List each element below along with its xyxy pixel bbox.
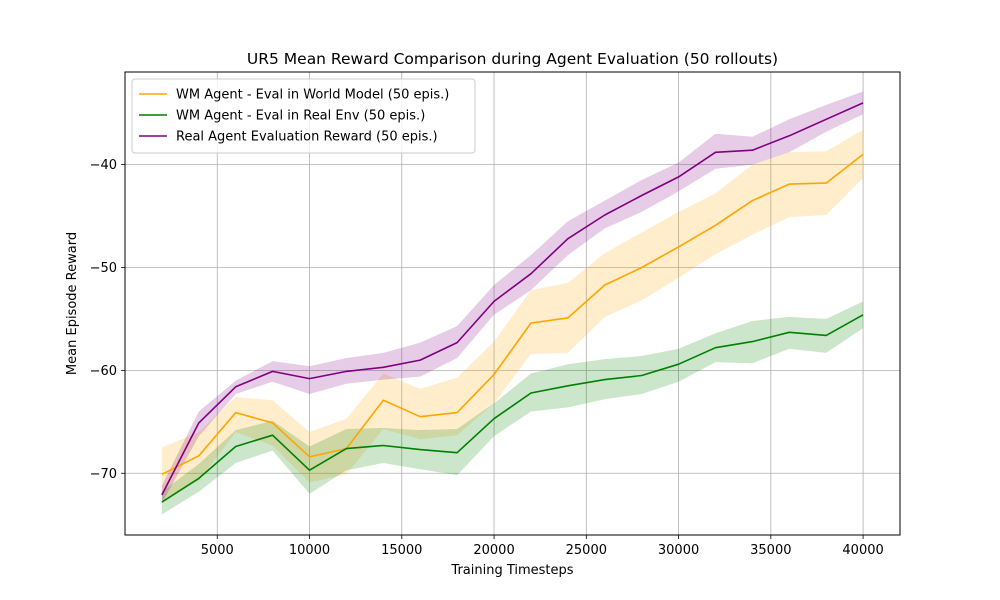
y-tick-label: −60 — [90, 364, 117, 379]
x-tick-label: 35000 — [750, 543, 791, 558]
confidence-bands — [161, 91, 864, 515]
chart-title: UR5 Mean Reward Comparison during Agent … — [247, 50, 778, 68]
confidence-band-series-2 — [161, 301, 864, 515]
x-tick-label: 20000 — [473, 543, 514, 558]
legend-label-series-1: WM Agent - Eval in World Model (50 epis.… — [176, 88, 449, 103]
series-line-3 — [161, 102, 864, 496]
legend: WM Agent - Eval in World Model (50 epis.… — [131, 78, 476, 154]
y-tick-label: −50 — [90, 261, 117, 276]
confidence-band-series-3 — [161, 91, 864, 504]
confidence-band-series-1 — [161, 129, 864, 500]
x-tick-label: 10000 — [289, 543, 330, 558]
x-tick-label: 30000 — [658, 543, 699, 558]
axis-ticks: 5000 10000 15000 20000 25000 30000 35000 40000 −… — [90, 158, 884, 558]
y-tick-label: −70 — [90, 467, 117, 482]
legend-box — [131, 78, 476, 154]
plot-frame — [124, 71, 901, 536]
x-axis-label: Training Timesteps — [450, 563, 573, 578]
x-tick-label: 25000 — [566, 543, 607, 558]
legend-label-series-3: Real Agent Evaluation Reward (50 epis.) — [176, 130, 438, 145]
x-tick-label: 40000 — [842, 543, 883, 558]
y-axis-label: Mean Episode Reward — [65, 232, 80, 375]
series-lines — [161, 102, 864, 503]
series-line-1 — [161, 153, 864, 476]
legend-label-series-2: WM Agent - Eval in Real Env (50 epis.) — [176, 109, 425, 124]
x-tick-label: 5000 — [201, 543, 234, 558]
series-line-2 — [161, 314, 864, 503]
x-tick-label: 15000 — [381, 543, 422, 558]
y-tick-label: −40 — [90, 158, 117, 173]
